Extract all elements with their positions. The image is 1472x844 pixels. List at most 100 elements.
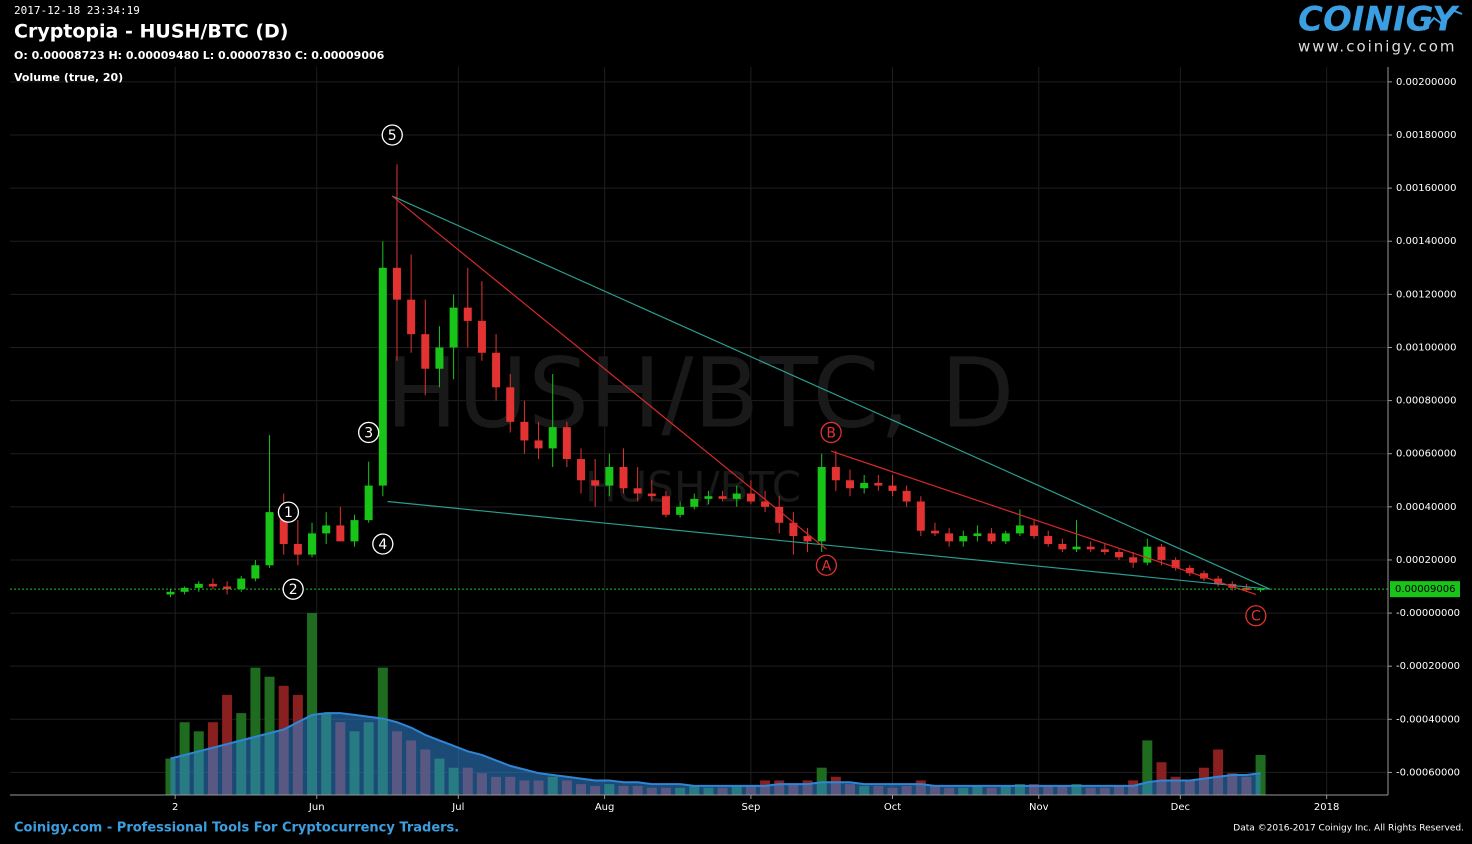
logo-url: www.coinigy.com [1298, 38, 1457, 56]
annotation: 3 [364, 425, 373, 441]
logo-icon [1423, 8, 1463, 31]
y-tick-label: 0.00160000 [1396, 183, 1456, 194]
annotation: C [1251, 609, 1261, 625]
candle-body [704, 496, 713, 499]
candle-body [1157, 546, 1166, 560]
annotation: 5 [388, 128, 397, 144]
volume-ma-line [170, 712, 1261, 787]
annotation-circle [820, 421, 842, 444]
candle-body [831, 466, 840, 481]
candle-body [506, 387, 515, 422]
annotation-circle [282, 578, 304, 600]
candle-body [293, 544, 302, 555]
x-tick-label: Sep [741, 802, 760, 813]
candle-body [633, 488, 642, 494]
x-tick-label: Oct [884, 802, 901, 813]
candle-body [562, 427, 571, 460]
candle-body [1199, 573, 1208, 579]
candle-body [223, 586, 232, 590]
volume-bar [307, 613, 318, 795]
annotation: 4 [378, 537, 387, 553]
y-tick-label: -0.00060000 [1396, 767, 1460, 778]
candle-body [1030, 525, 1039, 537]
x-tick-label: 2018 [1314, 802, 1339, 813]
candle-body [661, 496, 670, 515]
candle-body [279, 512, 288, 545]
y-tick-label: 0.00040000 [1396, 502, 1456, 513]
candle-body [746, 493, 755, 502]
y-tick-label: 0.00140000 [1396, 236, 1456, 247]
annotation: B [826, 425, 836, 441]
footer-right: Data ©2016-2017 Coinigy Inc. All Rights … [1233, 824, 1464, 834]
candle-body [930, 530, 939, 534]
candle-body [1171, 559, 1180, 568]
annotation: 1 [284, 505, 293, 521]
last-price-box [1390, 581, 1460, 598]
annotation: A [822, 558, 832, 574]
annotation-circle [277, 501, 300, 523]
trendline [830, 450, 1257, 596]
candle-body [619, 466, 628, 489]
candle-body [166, 591, 175, 595]
annotation-circle [381, 124, 403, 146]
candle-body [846, 480, 855, 489]
candle-body [761, 501, 770, 507]
timestamp: 2017-12-18 23:34:19 [14, 4, 140, 17]
y-tick-label: 0.00100000 [1396, 342, 1456, 353]
candle-body [817, 466, 826, 542]
candle-body [959, 536, 968, 542]
candle-body [1143, 546, 1152, 563]
plot-layer: 1 2 3 4 5 A B C [10, 124, 1388, 627]
candle-body [265, 512, 274, 566]
trendline [391, 195, 827, 550]
candle-body [194, 583, 203, 588]
candle-body [378, 267, 387, 486]
candle-body [322, 525, 331, 534]
candle-body [803, 536, 812, 542]
y-tick-label: 0.00180000 [1396, 130, 1456, 141]
y-tick-label: 0.00120000 [1396, 289, 1456, 300]
candle-body [775, 506, 784, 523]
candle-body [435, 347, 444, 369]
annotation-circle [358, 421, 380, 444]
candle-body [605, 466, 614, 486]
y-tick-label: 0.00080000 [1396, 396, 1456, 407]
x-tick-label: Jun [308, 802, 325, 813]
candle-body [308, 533, 317, 555]
candle-body [392, 267, 401, 300]
candle-body [251, 565, 260, 579]
candle-body [1256, 589, 1265, 591]
axes-layer: 0.00200000 0.00180000 0.00160000 0.00140000… [172, 77, 1460, 813]
volume-layer [165, 613, 1266, 795]
candle-body [449, 307, 458, 348]
candle-body [789, 522, 798, 537]
candle-body [1058, 544, 1067, 550]
candle-body [492, 352, 501, 388]
chart-title: Cryptopia - HUSH/BTC (D) [14, 21, 288, 43]
candle-body [577, 459, 586, 481]
x-tick-label: Nov [1029, 802, 1049, 813]
trendline [387, 500, 1271, 590]
candle-body [548, 427, 557, 449]
y-tick-label: 0.00020000 [1396, 555, 1456, 566]
candle-body [676, 506, 685, 515]
candle-body [1044, 536, 1053, 545]
candle-body [718, 496, 727, 499]
y-tick-label: 0.00200000 [1396, 77, 1456, 88]
annotation-circle [372, 533, 394, 555]
ohlc-label: O: 0.00008723 H: 0.00009480 L: 0.0000783… [14, 49, 385, 62]
indicator-label: Volume (true, 20) [14, 71, 123, 84]
candle-body [902, 490, 911, 502]
candle-body [1072, 546, 1081, 550]
candle-body [916, 501, 925, 531]
candle-body [477, 320, 486, 353]
candle-body [945, 533, 954, 542]
candle-body [336, 525, 345, 542]
grid [10, 67, 1388, 795]
y-tick-label: -0.00000000 [1396, 608, 1460, 619]
candle-body [208, 583, 217, 587]
candle-body [1100, 549, 1109, 552]
x-tick-label: Dec [1171, 802, 1190, 813]
